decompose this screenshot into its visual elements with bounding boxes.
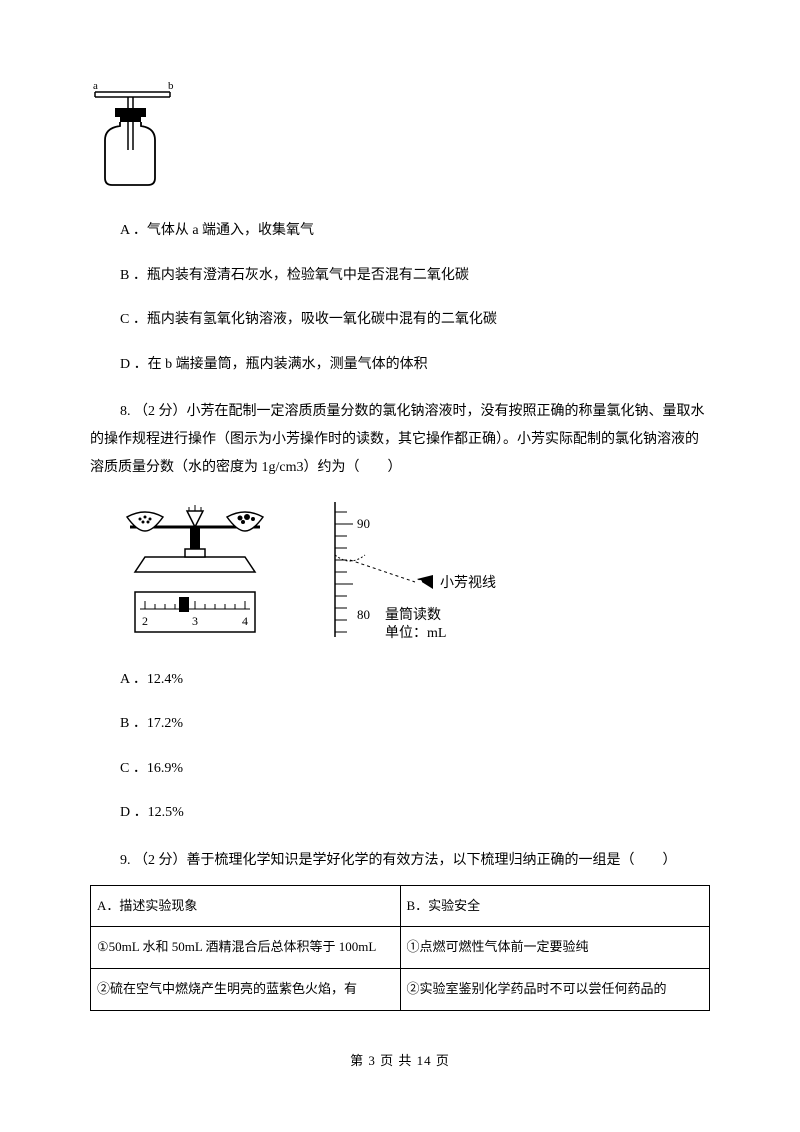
q8-option-d: D ．12.5% — [90, 802, 710, 824]
svg-text:90: 90 — [357, 516, 370, 531]
q9-table: A．描述实验现象 B．实验安全 ①50mL 水和 50mL 酒精混合后总体积等于… — [90, 885, 710, 1011]
q9-r1c1: A．描述实验现象 — [91, 885, 401, 927]
bottle-svg: a b — [85, 80, 185, 190]
q7-option-b: B ．瓶内装有澄清石灰水，检验氧气中是否混有二氧化碳 — [90, 265, 710, 287]
svg-text:量筒读数: 量筒读数 — [385, 606, 441, 623]
cylinder-svg: 90 80 小芳视线 量筒读数 单位：mL — [305, 497, 535, 647]
q9-r1c2: B．实验安全 — [400, 885, 710, 927]
q7-figure: a b — [85, 80, 710, 198]
q8-option-c: C ．16.9% — [90, 758, 710, 780]
q9-r3c1: ②硫在空气中燃烧产生明亮的蓝紫色火焰，有 — [91, 969, 401, 1011]
svg-text:80: 80 — [357, 607, 370, 622]
svg-text:4: 4 — [242, 614, 248, 628]
q8-option-a: A ．12.4% — [90, 669, 710, 691]
svg-text:单位：mL: 单位：mL — [385, 625, 446, 641]
q8-figure: 2 3 4 90 80 — [90, 497, 710, 647]
q7-option-c: C ．瓶内装有氢氧化钠溶液，吸收一氧化碳中混有的二氧化碳 — [90, 309, 710, 331]
q7-option-a: A ．气体从 a 端通入，收集氧气 — [90, 220, 710, 242]
q9-r2c1: ①50mL 水和 50mL 酒精混合后总体积等于 100mL — [91, 927, 401, 969]
label-b: b — [168, 80, 174, 92]
svg-text:小芳视线: 小芳视线 — [440, 574, 496, 591]
page-root: a b A ．气体从 a 端通入，收集氧气 B ．瓶内装有澄清石灰水，检验氧气中… — [0, 0, 800, 1112]
q9-r2c2: ①点燃可燃性气体前一定要验纯 — [400, 927, 710, 969]
balance-svg: 2 3 4 — [115, 497, 275, 647]
page-footer: 第 3 页 共 14 页 — [90, 1051, 710, 1072]
svg-text:3: 3 — [192, 614, 198, 628]
q8-options: A ．12.4% B ．17.2% C ．16.9% D ．12.5% — [90, 669, 710, 825]
q9-r3c2: ②实验室鉴别化学药品时不可以尝任何药品的 — [400, 969, 710, 1011]
q8-stem: 8. （2 分）小芳在配制一定溶质质量分数的氯化钠溶液时，没有按照正确的称量氯化… — [90, 398, 710, 482]
q9-stem: 9. （2 分）善于梳理化学知识是学好化学的有效方法，以下梳理归纳正确的一组是（… — [90, 847, 710, 875]
label-a: a — [93, 80, 98, 92]
q7-options: A ．气体从 a 端通入，收集氧气 B ．瓶内装有澄清石灰水，检验氧气中是否混有… — [90, 220, 710, 376]
q8-option-b: B ．17.2% — [90, 713, 710, 735]
q7-option-d: D ．在 b 端接量筒，瓶内装满水，测量气体的体积 — [90, 354, 710, 376]
svg-text:2: 2 — [142, 614, 148, 628]
